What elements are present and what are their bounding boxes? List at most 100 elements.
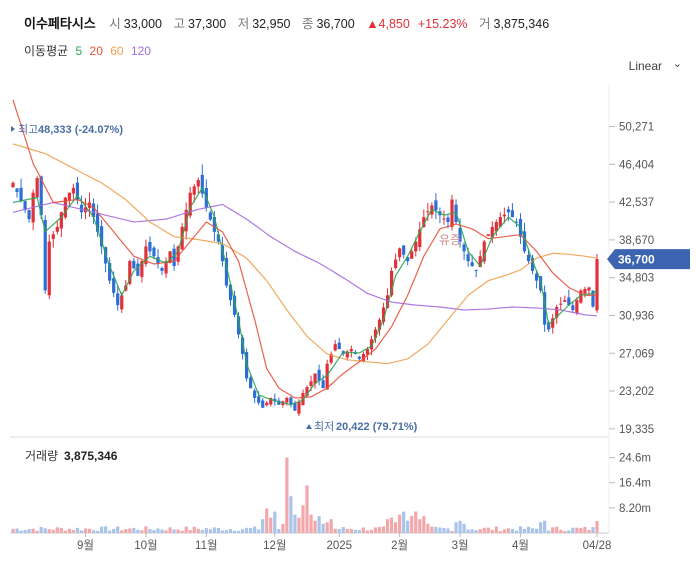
x-tick-label: 3월 [452,539,469,552]
candle-body [297,401,301,414]
volume-bar [236,530,241,533]
volume-bar [454,522,458,533]
volume-bar [446,528,450,533]
volume-bar [148,528,152,533]
x-tick-label: 4월 [512,539,529,552]
volume-bar [232,530,237,533]
volume-bar [156,528,160,533]
candle-body [498,217,502,227]
x-tick-label: 12월 [263,539,286,552]
candle-body [120,295,124,310]
candle-body [220,245,225,262]
candle-body [19,187,23,202]
volume-bar [595,521,599,533]
candle-body [446,217,450,223]
volume-tick-label: 16.4m [619,478,651,490]
volume-bar [571,527,575,533]
candle-body [224,258,229,286]
volume-bar [430,526,434,533]
price-tick-label: 34,803 [619,273,654,285]
candle-body [514,221,519,223]
volume-bar [184,526,188,533]
volume-bar [510,528,515,533]
volume-bar [474,530,478,533]
volume-bar [104,526,108,533]
volume-bar [180,530,184,533]
volume-bar [245,527,249,533]
candle-body [100,226,104,247]
ma-20[interactable]: 20 [89,44,103,58]
candle-body [257,396,261,403]
volume-bar [188,529,192,533]
candle-body [470,262,474,266]
candle-body [575,300,579,314]
volume-bar [63,530,67,533]
volume-bar [377,526,382,533]
volume-bar [19,530,23,533]
volume-bar [249,527,253,533]
volume-bar [470,529,474,533]
candle-body [394,259,398,268]
candle-body [47,241,51,296]
ma-60-line [12,143,598,365]
volume-bar [361,527,365,533]
ma-60[interactable]: 60 [110,44,124,58]
volume-label: 거 [479,17,491,31]
volume-bar [132,527,136,533]
volume-bar [277,529,281,533]
volume-bar [539,522,543,533]
volume-bar [353,529,357,533]
high-annotation-value: 48,333 (-24.07%) [38,124,123,136]
volume-bar [321,523,325,533]
candle-body [357,356,361,359]
candle-body [144,246,148,264]
candle-body [349,349,353,352]
ma-120-line [12,201,598,317]
volume-bar [91,530,96,533]
candle-body [236,316,241,335]
candle-body [273,398,277,402]
candle-body [333,344,337,351]
volume-bar [108,530,112,533]
low-marker-icon [306,424,312,429]
candle-body [418,229,422,248]
candle-body [277,400,281,405]
candle-body [196,180,200,187]
candle-body [329,353,333,363]
volume-bar [253,526,257,533]
ma-120[interactable]: 120 [130,44,151,58]
volume-bar [462,523,466,533]
volume-bar [95,530,100,533]
volume-bar [71,530,76,533]
candle-body [563,300,567,302]
volume-bar [39,526,43,533]
volume-bar [31,528,35,533]
price-tick-label: 50,271 [619,122,654,134]
volume-bar [51,529,55,533]
volume-bar [140,530,144,533]
volume-bar [522,528,527,533]
volume-bar [220,530,225,533]
moving-average-legend: 이동평균 5 20 60 120 [24,42,155,59]
volume-bar [289,496,293,533]
volume-bar [11,528,15,533]
volume-bar [261,519,265,533]
candle-body [530,257,535,271]
candle-body [59,212,63,229]
ma-5[interactable]: 5 [75,44,83,58]
volume-bar [434,526,438,533]
scale-selector[interactable]: Linear ⌄ [629,58,682,73]
candle-body [116,293,120,306]
candle-body [232,295,237,315]
volume-bar [349,529,353,533]
candle-body [486,234,490,236]
volume-value: 3,875,346 [493,17,550,31]
volume-bar [486,527,490,533]
candle-body [176,246,180,262]
volume-bar [309,514,313,533]
volume-bar [587,530,591,533]
candle-body [95,213,100,232]
volume-bar [422,516,426,533]
candle-body [212,216,216,232]
